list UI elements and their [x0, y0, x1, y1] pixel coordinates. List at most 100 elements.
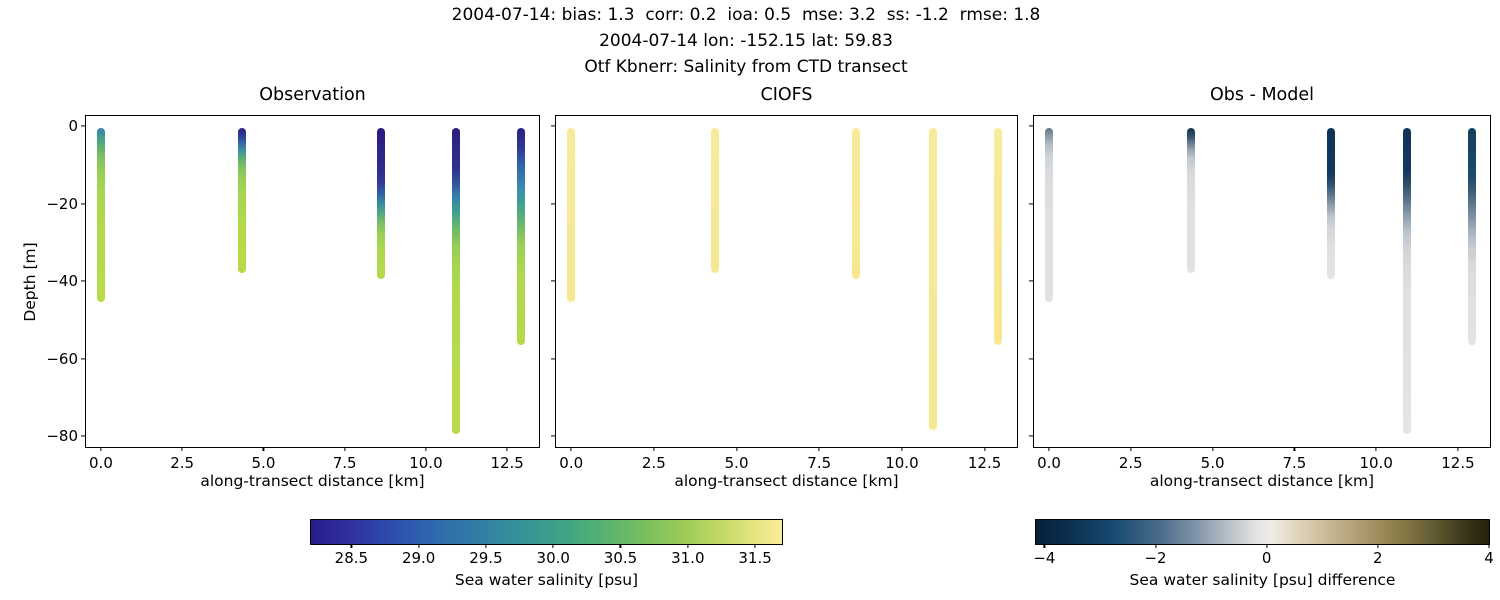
- colorbar-tick: [1377, 544, 1379, 548]
- x-tick: [100, 447, 102, 451]
- y-tick: [80, 280, 85, 282]
- y-tick: [80, 435, 85, 437]
- scatter-column: [238, 128, 247, 274]
- x-tick-label: 0.0: [1037, 454, 1061, 472]
- x-tick-label: 7.5: [332, 454, 357, 472]
- x-tick-label: 5.0: [251, 454, 276, 472]
- scatter-column: [1327, 128, 1336, 280]
- x-tick-label: 5.0: [1200, 454, 1225, 472]
- scatter-column: [452, 128, 461, 435]
- y-tick-label: −80: [46, 427, 78, 446]
- axes-observation: 0.0 2.5 5.0 7.5 10.0 12.5 0 −20 −40 −60 −80: [46, 115, 540, 472]
- x-tick-label: 2.5: [1118, 454, 1143, 472]
- x-tick-label: 7.5: [807, 454, 832, 472]
- y-tick: [550, 280, 555, 282]
- x-tick-label: 12.5: [967, 454, 1002, 472]
- stats-line: 2004-07-14: bias: 1.3 corr: 0.2 ioa: 0.5…: [451, 5, 1041, 25]
- x-tick: [983, 447, 986, 451]
- x-tick: [344, 447, 346, 451]
- scatter-column: [711, 128, 720, 274]
- y-tick-label: −60: [46, 349, 78, 368]
- colorbar-salinity-label: Sea water salinity [psu]: [454, 571, 639, 589]
- colorbar-tick-label: −4: [1033, 549, 1056, 567]
- colorbar-tick-label: 30.5: [603, 549, 638, 567]
- x-tick-label: 5.0: [724, 454, 749, 472]
- x-axis-label: along-transect distance [km]: [200, 472, 425, 490]
- x-tick: [1457, 447, 1459, 451]
- colorbar-difference-label: Sea water salinity [psu] difference: [1129, 571, 1396, 589]
- colorbar-tick-label: 31.5: [738, 549, 772, 567]
- scatter-column: [994, 128, 1003, 346]
- axes-ciofs: 0.0 2.5 5.0 7.5 10.0 12.5: [550, 115, 1018, 472]
- y-tick: [80, 358, 85, 360]
- x-tick: [653, 447, 655, 451]
- scatter-column: [516, 128, 525, 346]
- y-tick: [1028, 125, 1033, 127]
- x-tick-label: 0.0: [89, 454, 113, 472]
- colorbar-tick: [1488, 544, 1490, 548]
- y-tick: [1028, 358, 1033, 360]
- scatter-column: [1467, 128, 1476, 346]
- colorbar-tick-label: 30.0: [536, 549, 570, 567]
- colorbar-tick-label: 4: [1484, 549, 1494, 567]
- panel-title-observation: Observation: [259, 85, 366, 105]
- colorbar-tick-label: 0: [1261, 549, 1272, 567]
- scatter-column: [1187, 128, 1196, 274]
- y-tick: [550, 202, 555, 205]
- y-tick: [1028, 435, 1033, 437]
- colorbar-tick: [1266, 544, 1268, 548]
- colorbar-tick-label: 2: [1373, 549, 1383, 567]
- colorbar-tick: [754, 544, 756, 548]
- colorbar-tick-label: 31.0: [671, 549, 705, 567]
- x-tick-label: 10.0: [409, 454, 443, 472]
- x-tick: [1130, 447, 1132, 451]
- panel-title-ciofs: CIOFS: [760, 85, 813, 105]
- x-tick: [570, 447, 572, 451]
- y-tick: [550, 125, 555, 127]
- scatter-column: [377, 128, 386, 280]
- y-tick: [1028, 280, 1033, 282]
- x-tick: [818, 447, 820, 451]
- colorbar-tick: [552, 544, 554, 548]
- x-tick: [181, 447, 183, 451]
- colorbar-tick-label: −2: [1144, 549, 1167, 567]
- y-tick: [80, 125, 85, 127]
- x-tick: [262, 447, 265, 451]
- scatter-column: [928, 128, 937, 431]
- y-tick-label: 0: [68, 117, 78, 136]
- x-tick: [1293, 447, 1295, 451]
- y-tick: [1028, 202, 1033, 205]
- scatter-column: [1045, 128, 1054, 303]
- x-tick-label: 2.5: [641, 454, 666, 472]
- x-tick-label: 12.5: [490, 454, 524, 472]
- y-tick: [550, 358, 555, 360]
- x-tick-label: 10.0: [885, 454, 919, 472]
- figure-title: Otf Kbnerr: Salinity from CTD transect: [584, 57, 908, 77]
- colorbar-salinity: 28.5 29.0 29.5 30.0 30.5 31.0 31.5: [310, 519, 783, 567]
- x-tick-label: 10.0: [1359, 454, 1393, 472]
- colorbar-tick: [619, 544, 622, 548]
- colorbar-tick: [1154, 544, 1157, 548]
- x-tick: [506, 447, 508, 451]
- colorbar-tick: [1043, 544, 1045, 548]
- scatter-column: [1402, 128, 1411, 435]
- location-line: 2004-07-14 lon: -152.15 lat: 59.83: [599, 31, 893, 51]
- scatter-column: [852, 128, 861, 280]
- colorbar-tick-label: 29.0: [401, 549, 436, 567]
- x-tick: [1048, 447, 1050, 451]
- x-axis-label: along-transect distance [km]: [1149, 472, 1375, 490]
- x-tick: [735, 447, 738, 451]
- colorbar-tick: [485, 544, 487, 548]
- colorbar-tick-label: 28.5: [334, 549, 369, 567]
- colorbar-tick: [687, 544, 689, 548]
- y-axis-label: Depth [m]: [21, 242, 39, 322]
- colorbar-tick: [418, 544, 420, 548]
- colorbar-tick-label: 29.5: [469, 549, 503, 567]
- panel-title-obs-minus-model: Obs - Model: [1210, 85, 1314, 105]
- x-axis-label: along-transect distance [km]: [674, 472, 899, 490]
- x-tick: [425, 447, 427, 451]
- x-tick-label: 2.5: [170, 454, 195, 472]
- scatter-column: [96, 128, 105, 303]
- x-tick: [1212, 447, 1214, 451]
